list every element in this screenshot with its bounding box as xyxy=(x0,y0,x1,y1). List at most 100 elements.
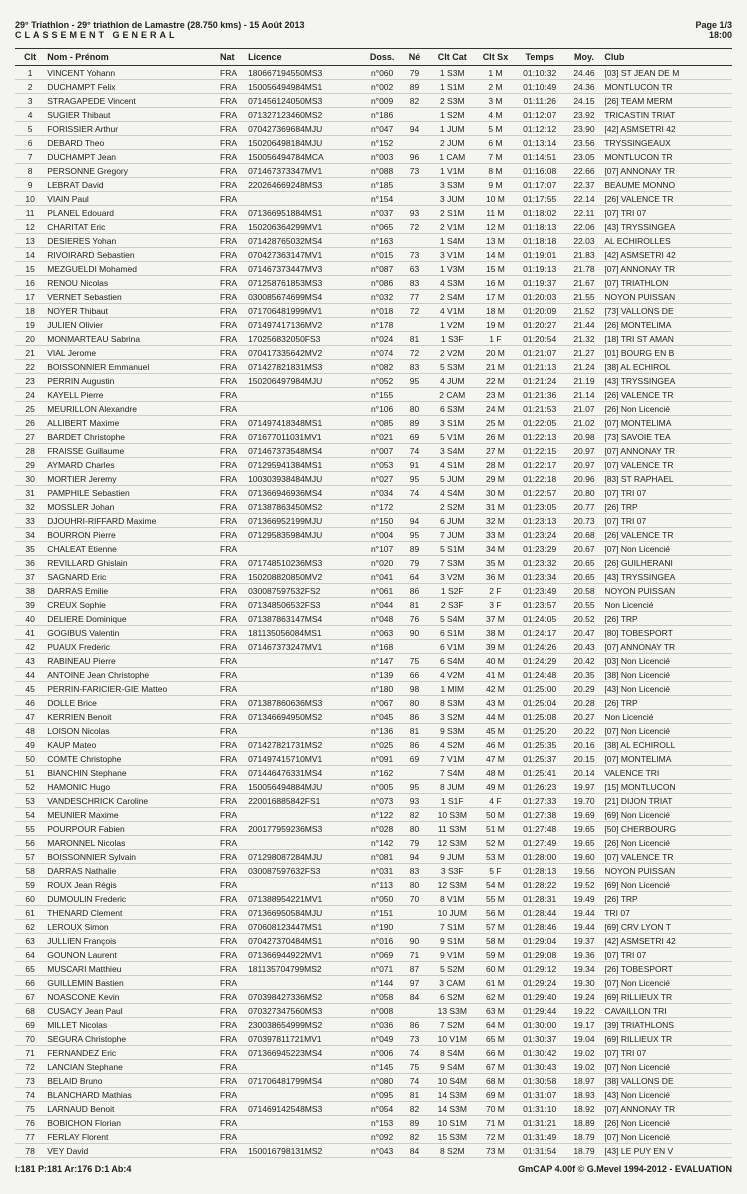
cell: [21] DIJON TRIAT xyxy=(602,794,732,808)
cell: TRICASTIN TRIAT xyxy=(602,108,732,122)
table-row: 77FERLAY FlorentFRAn°0928215 S3M72 M01:3… xyxy=(15,1130,732,1144)
cell: [26] Non Licencié xyxy=(602,402,732,416)
cell: 82 xyxy=(402,94,428,108)
cell: 030087597632FS3 xyxy=(246,864,363,878)
cell: n°178 xyxy=(363,318,402,332)
cell: 01:10:32 xyxy=(514,66,566,80)
cell: FRA xyxy=(218,962,246,976)
cell: 64 M xyxy=(477,1018,514,1032)
table-row: 29AYMARD CharlesFRA071295941384MS1n°0539… xyxy=(15,458,732,472)
cell: DESIERES Yohan xyxy=(45,234,218,248)
cell: 13 S3M xyxy=(427,1004,477,1018)
cell: 65 xyxy=(15,962,45,976)
cell: 5 S1M xyxy=(427,542,477,556)
table-row: 52HAMONIC HugoFRA150056494884MJUn°005958… xyxy=(15,780,732,794)
cell: 071677011031MV1 xyxy=(246,430,363,444)
cell: FRA xyxy=(218,304,246,318)
cell: 66 M xyxy=(477,1046,514,1060)
cell: 19.36 xyxy=(566,948,603,962)
cell: 01:17:07 xyxy=(514,178,566,192)
cell: 77 xyxy=(402,290,428,304)
table-row: 58DARRAS NathalieFRA030087597632FS3n°031… xyxy=(15,864,732,878)
cell: 20.42 xyxy=(566,654,603,668)
cell: n°168 xyxy=(363,640,402,654)
cell: AYMARD Charles xyxy=(45,458,218,472)
cell: 01:25:04 xyxy=(514,696,566,710)
cell: POURPOUR Fabien xyxy=(45,822,218,836)
cell: NOASCONE Kevin xyxy=(45,990,218,1004)
cell: 51 M xyxy=(477,822,514,836)
cell: FRA xyxy=(218,528,246,542)
table-row: 46DOLLE BriceFRA071387860636MS3n°067808 … xyxy=(15,696,732,710)
cell: 071295835984MJU xyxy=(246,528,363,542)
cell: 01:22:05 xyxy=(514,416,566,430)
cell: HAMONIC Hugo xyxy=(45,780,218,794)
cell: 57 M xyxy=(477,920,514,934)
col-clt: Clt xyxy=(15,49,45,66)
cell: 55 M xyxy=(477,892,514,906)
cell: VALENCE TRI xyxy=(602,766,732,780)
cell: 10 S1M xyxy=(427,1116,477,1130)
cell: 19.70 xyxy=(566,794,603,808)
cell: 86 xyxy=(402,738,428,752)
cell: SUGIER Thibaut xyxy=(45,108,218,122)
cell: FORISSIER Arthur xyxy=(45,122,218,136)
table-row: 54MEUNIER MaximeFRAn°1228210 S3M50 M01:2… xyxy=(15,808,732,822)
cell: 071497415710MV1 xyxy=(246,752,363,766)
cell: 78 xyxy=(15,1144,45,1158)
cell: 20.43 xyxy=(566,640,603,654)
cell: FRA xyxy=(218,710,246,724)
cell: 32 xyxy=(15,500,45,514)
cell: 70 M xyxy=(477,1102,514,1116)
table-row: 48LOISON NicolasFRAn°136819 S3M45 M01:25… xyxy=(15,724,732,738)
cell: 34 M xyxy=(477,542,514,556)
cell: FRA xyxy=(218,80,246,94)
cell xyxy=(246,388,363,402)
cell: [26] Non Licencié xyxy=(602,1116,732,1130)
cell: 3 M xyxy=(477,94,514,108)
cell: FRA xyxy=(218,1116,246,1130)
cell: 71 M xyxy=(477,1116,514,1130)
cell: n°163 xyxy=(363,234,402,248)
cell: 48 M xyxy=(477,766,514,780)
table-row: 17VERNET SebastienFRA030085674699MS4n°03… xyxy=(15,290,732,304)
cell: 24 xyxy=(15,388,45,402)
cell: THENARD Clement xyxy=(45,906,218,920)
cell: 94 xyxy=(402,122,428,136)
table-row: 26ALLIBERT MaximeFRA071497418348MS1n°085… xyxy=(15,416,732,430)
cell: [38] VALLONS DE xyxy=(602,1074,732,1088)
cell: [43] TRYSSINGEA xyxy=(602,374,732,388)
cell: Non Licencié xyxy=(602,598,732,612)
cell: DEBARD Theo xyxy=(45,136,218,150)
table-row: 18NOYER ThibautFRA071706481999MV1n°01872… xyxy=(15,304,732,318)
cell: 17 xyxy=(15,290,45,304)
cell: 4 S2M xyxy=(427,738,477,752)
cell: 071258761853MS3 xyxy=(246,276,363,290)
cell: 01:29:12 xyxy=(514,962,566,976)
cell: 8 S4M xyxy=(427,1046,477,1060)
cell: 21.78 xyxy=(566,262,603,276)
cell: 14 S3M xyxy=(427,1088,477,1102)
cell: [69] RILLIEUX TR xyxy=(602,990,732,1004)
cell: 6 S1M xyxy=(427,626,477,640)
cell: 4 V1M xyxy=(427,304,477,318)
cell: 60 xyxy=(15,892,45,906)
cell: 01:22:17 xyxy=(514,458,566,472)
cell: 9 M xyxy=(477,178,514,192)
cell: 1 M xyxy=(477,66,514,80)
col-club: Club xyxy=(602,49,732,66)
cell: 68 xyxy=(15,1004,45,1018)
cell: 64 xyxy=(402,570,428,584)
cell: 070398427336MS2 xyxy=(246,990,363,1004)
cell: BOISSONNIER Sylvain xyxy=(45,850,218,864)
table-row: 59ROUX Jean RégisFRAn°1138012 S3M54 M01:… xyxy=(15,878,732,892)
table-row: 30MORTIER JeremyFRA100303938484MJUn°0279… xyxy=(15,472,732,486)
cell: [07] VALENCE TR xyxy=(602,850,732,864)
cell: n°020 xyxy=(363,556,402,570)
cell: 071366945223MS4 xyxy=(246,1046,363,1060)
cell: 01:22:18 xyxy=(514,472,566,486)
cell: 18.89 xyxy=(566,1116,603,1130)
cell: 10 S3M xyxy=(427,808,477,822)
cell: [73] VALLONS DE xyxy=(602,304,732,318)
cell: 230038654999MS2 xyxy=(246,1018,363,1032)
